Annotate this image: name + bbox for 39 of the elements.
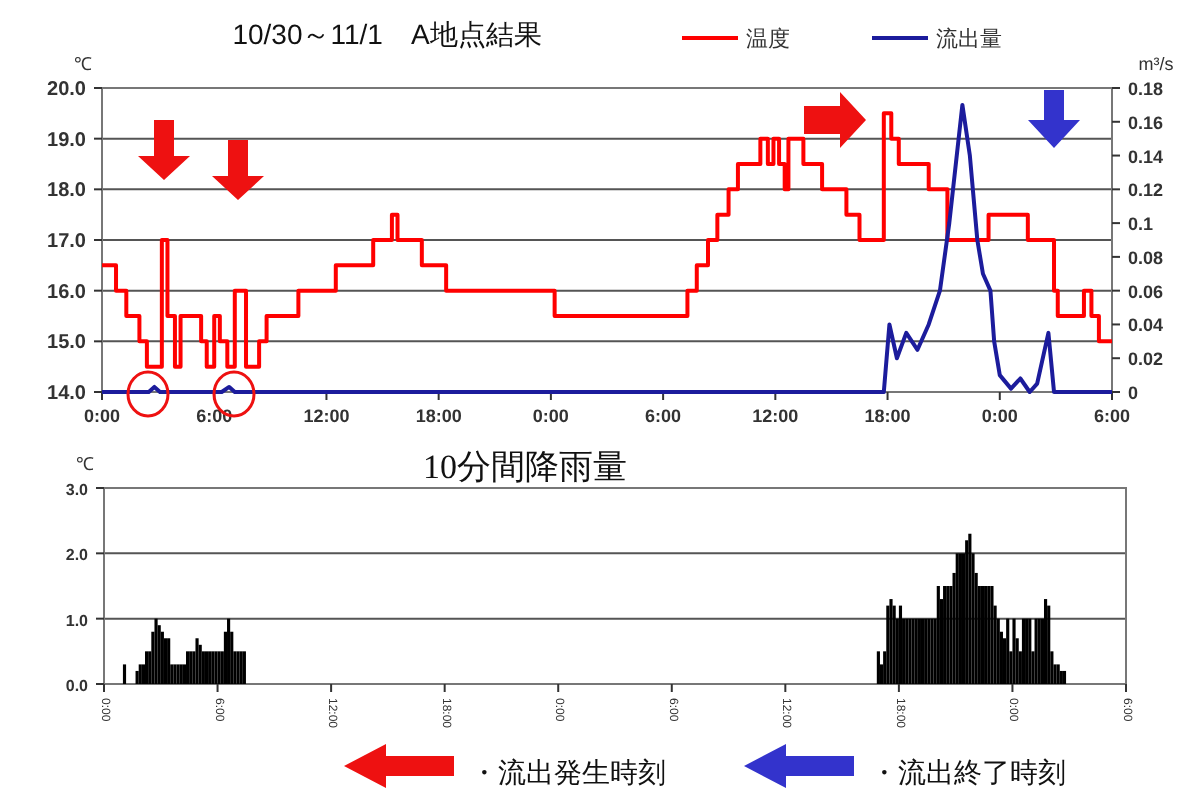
y2-tick-label: 0 — [1128, 383, 1139, 403]
y-tick-label: 14.0 — [47, 383, 87, 405]
legend-label: 温度 — [746, 26, 790, 52]
y-tick-label: 20.0 — [47, 79, 87, 101]
y2-tick-label: 0.06 — [1128, 281, 1164, 302]
legend-label: 流出量 — [936, 26, 1002, 52]
x-tick-label: 12:00 — [752, 406, 799, 426]
x-tick-label: 0:00 — [532, 406, 569, 426]
y-axis-title: ℃ — [76, 454, 94, 474]
y-tick-label: 2.0 — [65, 546, 90, 565]
x-tick-label: 6:00 — [645, 406, 682, 426]
y2-tick-label: 0.04 — [1128, 315, 1164, 336]
y2-tick-label: 0.14 — [1128, 146, 1164, 167]
y2-tick-label: 0.02 — [1128, 349, 1164, 370]
x-tick-label: 18:00 — [415, 406, 462, 426]
y-tick-label: 1.0 — [65, 611, 90, 630]
x-tick-label: 0:00 — [981, 406, 1018, 426]
y-tick-label: 3.0 — [65, 481, 90, 499]
y-tick-label: 19.0 — [47, 129, 87, 152]
y2-tick-label: 0.1 — [1128, 214, 1154, 235]
x-tick-label: 6:00 — [1093, 406, 1131, 426]
y-tick-label: 18.0 — [47, 180, 87, 203]
x-tick-label: 18:00 — [864, 406, 911, 426]
y2-tick-label: 0.08 — [1128, 247, 1164, 268]
y2-tick-label: 0.18 — [1128, 79, 1164, 99]
chart-title: 10分間降雨量 — [423, 448, 627, 486]
chart-title: 10/30～11/1 A地点結果 — [232, 18, 542, 50]
text: ・流出発生時刻 — [470, 756, 666, 788]
y2-axis-title: m³/s — [1138, 54, 1175, 74]
y-tick-label: 0.0 — [65, 677, 90, 695]
x-tick-label: 12:00 — [303, 406, 350, 426]
y-axis-title: ℃ — [74, 54, 92, 74]
y-tick-label: 17.0 — [47, 231, 87, 253]
y-tick-label: 16.0 — [47, 281, 87, 304]
y2-tick-label: 0.12 — [1128, 180, 1164, 201]
y2-tick-label: 0.16 — [1128, 112, 1164, 133]
text: ・流出終了時刻 — [870, 756, 1066, 788]
x-tick-label: 0:00 — [83, 406, 121, 426]
y-tick-label: 15.0 — [47, 332, 87, 355]
